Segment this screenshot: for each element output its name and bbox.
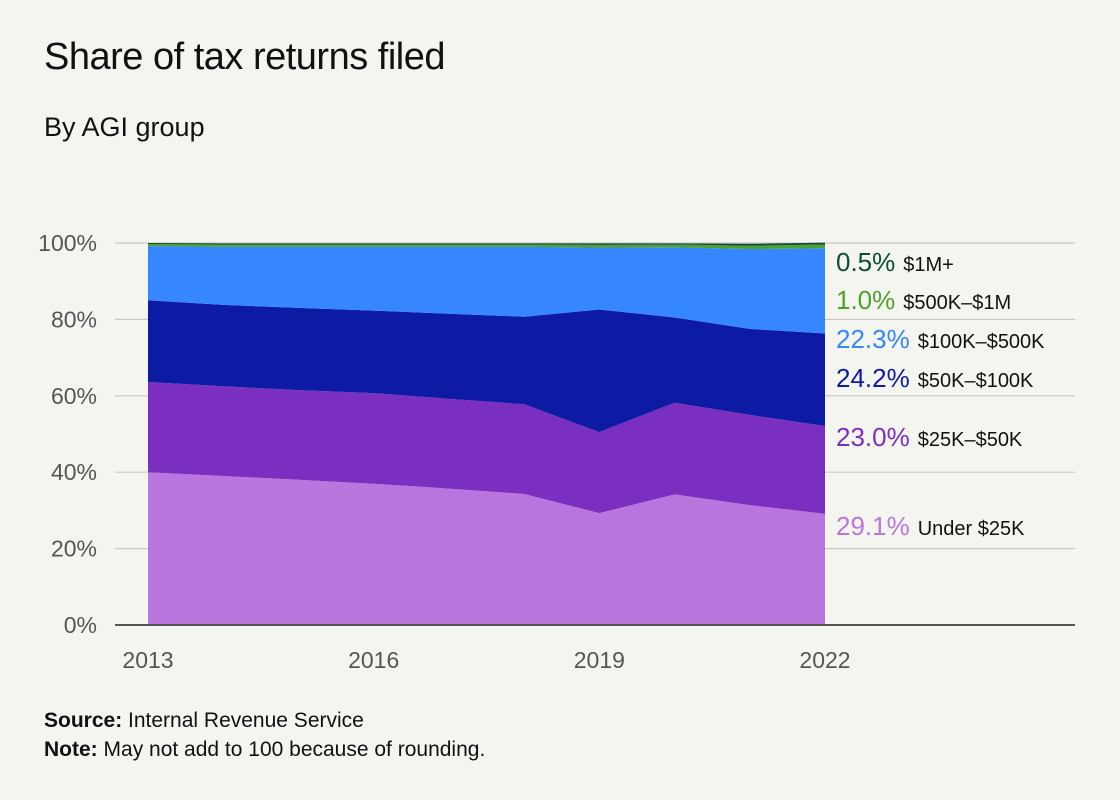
- source-label: Source:: [44, 709, 123, 732]
- y-tick-label: 20%: [51, 536, 97, 562]
- end-labels: 29.1% Under $25K 23.0% $25K–$50K 24.2% $50K–$…: [836, 247, 1045, 541]
- note-text: May not add to 100 because of rounding.: [103, 738, 486, 761]
- y-tick-label: 80%: [51, 306, 97, 332]
- note-label: Note:: [44, 738, 98, 761]
- axes: 2013 2016 2019 2022: [115, 624, 1075, 673]
- source-text: Internal Revenue Service: [128, 709, 364, 732]
- x-tick-label: 2022: [799, 647, 850, 673]
- source-line: Source: Internal Revenue Service: [44, 706, 485, 735]
- chart-footer: Source: Internal Revenue Service Note: M…: [44, 706, 485, 764]
- end-label-series-name: $50K–$100K: [918, 370, 1034, 392]
- chart-subtitle: By AGI group: [44, 112, 205, 142]
- end-label-series-name: $100K–$500K: [918, 331, 1045, 353]
- y-tick-label: 60%: [51, 383, 97, 409]
- area-under-25k: [148, 472, 825, 625]
- area--25k-50k: [148, 382, 825, 514]
- x-tick-label: 2013: [122, 647, 173, 673]
- end-label-value: 0.5%: [836, 247, 895, 277]
- area--50k-100k: [148, 300, 825, 433]
- end-label: 29.1% Under $25K: [836, 511, 1025, 541]
- y-tick-label: 100%: [38, 230, 97, 256]
- end-label: 24.2% $50K–$100K: [836, 363, 1034, 393]
- y-tick-label: 0%: [64, 612, 97, 638]
- x-tick-label: 2019: [574, 647, 625, 673]
- end-label-series-name: Under $25K: [918, 518, 1025, 540]
- end-label-value: 22.3%: [836, 324, 910, 354]
- stacked-area-chart: 0% 20% 40% 60% 80% 100% 2013 2016 2019 2022 29.1…: [38, 230, 1075, 673]
- end-label-series-name: $500K–$1M: [903, 292, 1011, 314]
- end-label: 23.0% $25K–$50K: [836, 422, 1023, 452]
- end-label-series-name: $1M+: [903, 254, 954, 276]
- end-label: 1.0% $500K–$1M: [836, 285, 1011, 315]
- area-series: [148, 242, 825, 625]
- area--1m-: [148, 242, 825, 246]
- y-tick-label: 40%: [51, 459, 97, 485]
- chart-title: Share of tax returns filed: [44, 36, 446, 78]
- end-label-value: 23.0%: [836, 422, 910, 452]
- area--500k-1m: [148, 244, 825, 250]
- end-label-value: 29.1%: [836, 511, 910, 541]
- end-label: 22.3% $100K–$500K: [836, 324, 1045, 354]
- x-tick-label: 2016: [348, 647, 399, 673]
- end-label-series-name: $25K–$50K: [918, 429, 1023, 451]
- note-line: Note: May not add to 100 because of roun…: [44, 735, 485, 764]
- end-label-value: 24.2%: [836, 363, 910, 393]
- end-label-value: 1.0%: [836, 285, 895, 315]
- area--100k-500k: [148, 246, 825, 334]
- end-label: 0.5% $1M+: [836, 247, 954, 277]
